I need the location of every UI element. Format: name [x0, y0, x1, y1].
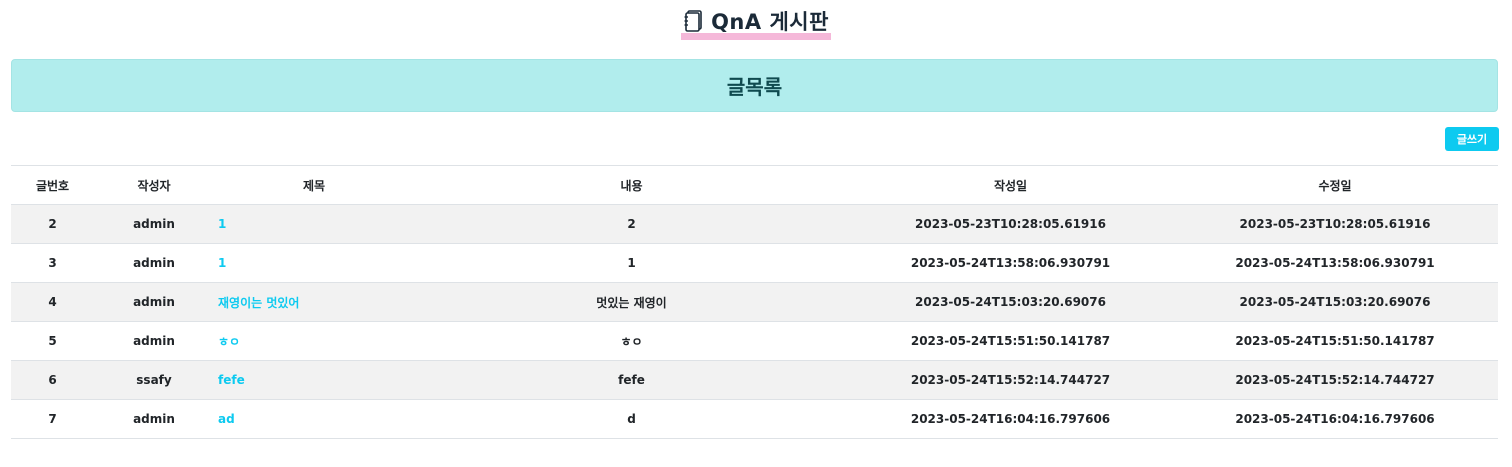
- table-row: 5 admin ㅎㅇ ㅎㅇ 2023-05-24T15:51:50.141787…: [11, 321, 1498, 361]
- list-banner: 글목록: [11, 59, 1498, 112]
- table-header-row: 글번호 작성자 제목 내용 작성일 수정일: [11, 165, 1498, 205]
- cell-created: 2023-05-24T15:52:14.744727: [849, 360, 1172, 400]
- cell-writer: admin: [94, 399, 214, 439]
- title-link[interactable]: ㅎㅇ: [218, 334, 241, 349]
- page-title: QnA 게시판: [711, 10, 829, 34]
- cell-no: 2: [11, 204, 94, 244]
- cell-created: 2023-05-24T16:04:16.797606: [849, 399, 1172, 439]
- title-link[interactable]: 1: [218, 256, 227, 270]
- cell-content: 2: [414, 204, 849, 244]
- column-header-created: 작성일: [849, 165, 1172, 205]
- cell-updated: 2023-05-23T10:28:05.61916: [1172, 204, 1498, 244]
- title-link[interactable]: fefe: [218, 373, 245, 387]
- title-link[interactable]: ad: [218, 412, 235, 426]
- cell-content: d: [414, 399, 849, 439]
- column-header-title: 제목: [214, 165, 414, 205]
- column-header-updated: 수정일: [1172, 165, 1498, 205]
- cell-title: 1: [214, 243, 414, 283]
- cell-updated: 2023-05-24T15:52:14.744727: [1172, 360, 1498, 400]
- cell-no: 4: [11, 282, 94, 322]
- title-link[interactable]: 재영이는 멋있어: [218, 295, 300, 310]
- cell-updated: 2023-05-24T13:58:06.930791: [1172, 243, 1498, 283]
- cell-created: 2023-05-24T13:58:06.930791: [849, 243, 1172, 283]
- banner-title: 글목록: [726, 75, 783, 99]
- cell-content: 1: [414, 243, 849, 283]
- column-header-writer: 작성자: [94, 165, 214, 205]
- cell-content: fefe: [414, 360, 849, 400]
- page-title-inner: QnA 게시판: [683, 6, 829, 36]
- cell-updated: 2023-05-24T15:51:50.141787: [1172, 321, 1498, 361]
- write-button[interactable]: 글쓰기: [1445, 127, 1499, 151]
- page-header: QnA 게시판: [0, 6, 1512, 44]
- cell-title: ㅎㅇ: [214, 321, 414, 361]
- table-row: 3 admin 1 1 2023-05-24T13:58:06.930791 2…: [11, 243, 1498, 283]
- cell-created: 2023-05-23T10:28:05.61916: [849, 204, 1172, 244]
- cell-title: 재영이는 멋있어: [214, 282, 414, 322]
- table-row: 4 admin 재영이는 멋있어 멋있는 재영이 2023-05-24T15:0…: [11, 282, 1498, 322]
- column-header-content: 내용: [414, 165, 849, 205]
- cell-writer: admin: [94, 204, 214, 244]
- cell-title: fefe: [214, 360, 414, 400]
- cell-writer: admin: [94, 321, 214, 361]
- notebook-icon: [683, 9, 705, 33]
- cell-no: 6: [11, 360, 94, 400]
- cell-updated: 2023-05-24T16:04:16.797606: [1172, 399, 1498, 439]
- title-link[interactable]: 1: [218, 217, 227, 231]
- title-highlight: [681, 33, 831, 40]
- table-row: 6 ssafy fefe fefe 2023-05-24T15:52:14.74…: [11, 360, 1498, 400]
- cell-no: 7: [11, 399, 94, 439]
- cell-writer: admin: [94, 282, 214, 322]
- cell-updated: 2023-05-24T15:03:20.69076: [1172, 282, 1498, 322]
- cell-title: ad: [214, 399, 414, 439]
- cell-content: 멋있는 재영이: [414, 282, 849, 322]
- cell-created: 2023-05-24T15:03:20.69076: [849, 282, 1172, 322]
- cell-no: 3: [11, 243, 94, 283]
- column-header-no: 글번호: [11, 165, 94, 205]
- board-table: 글번호 작성자 제목 내용 작성일 수정일 2 admin 1 2 2023-0…: [11, 165, 1498, 439]
- cell-created: 2023-05-24T15:51:50.141787: [849, 321, 1172, 361]
- table-row: 7 admin ad d 2023-05-24T16:04:16.797606 …: [11, 399, 1498, 439]
- table-row: 2 admin 1 2 2023-05-23T10:28:05.61916 20…: [11, 204, 1498, 244]
- page-title-wrap: QnA 게시판: [681, 6, 831, 40]
- cell-writer: ssafy: [94, 360, 214, 400]
- cell-title: 1: [214, 204, 414, 244]
- cell-no: 5: [11, 321, 94, 361]
- cell-writer: admin: [94, 243, 214, 283]
- cell-content: ㅎㅇ: [414, 321, 849, 361]
